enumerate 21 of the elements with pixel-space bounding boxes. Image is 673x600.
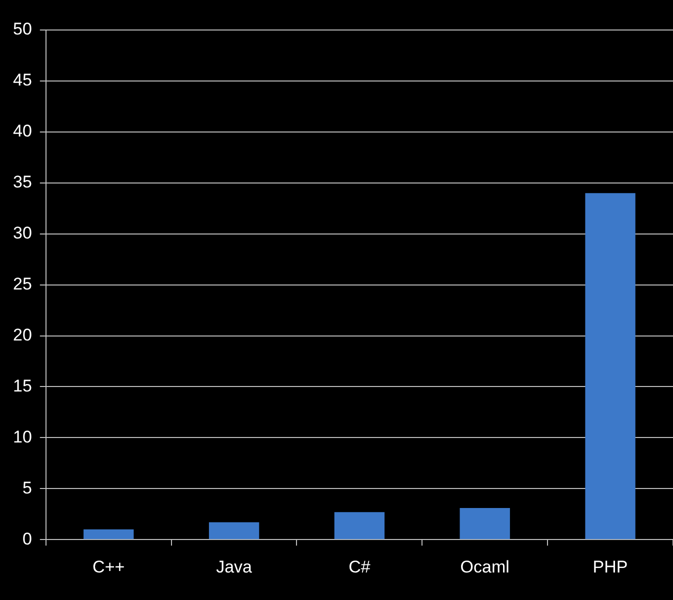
bar: [460, 508, 510, 540]
y-tick-label: 15: [12, 376, 32, 396]
y-tick-label: 0: [22, 529, 32, 548]
y-tick-label: 40: [12, 122, 32, 141]
y-tick-label: 45: [12, 70, 32, 90]
y-tick-label: 25: [12, 274, 32, 294]
x-tick-label: C++: [92, 557, 125, 576]
y-tick-label: 30: [12, 224, 32, 243]
bar: [334, 512, 385, 540]
bar: [208, 522, 260, 540]
x-tick-label: C#: [348, 557, 371, 576]
x-tick-label: Ocaml: [460, 557, 510, 576]
x-tick-label: PHP: [592, 557, 628, 576]
y-tick-label: 5: [22, 478, 32, 498]
y-tick-label: 50: [12, 20, 32, 39]
bar: [84, 529, 134, 540]
y-tick-label: 35: [12, 172, 32, 192]
y-tick-label: 20: [12, 325, 32, 344]
x-tick-label: Java: [216, 557, 253, 576]
y-tick-label: 10: [12, 427, 32, 446]
bar: [585, 193, 636, 540]
